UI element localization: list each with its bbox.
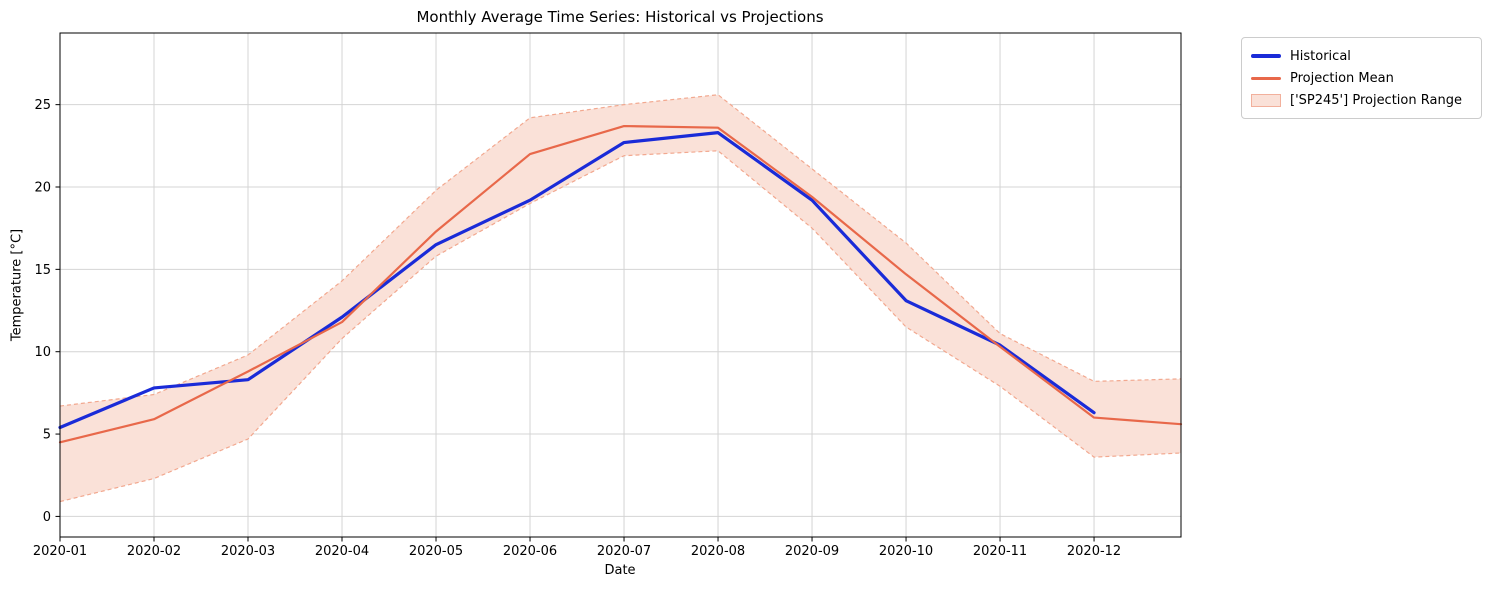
x-tick-label: 2020-07 (597, 544, 651, 559)
x-tick-label: 2020-04 (315, 544, 369, 559)
x-tick-label: 2020-03 (221, 544, 275, 559)
x-tick-label: 2020-05 (409, 544, 463, 559)
y-axis-label: Temperature [°C] (9, 228, 25, 342)
legend-label: Historical (1290, 48, 1351, 64)
grid-lines (59, 33, 1181, 537)
y-tick-label: 0 (43, 510, 51, 525)
x-tick-label: 2020-01 (33, 544, 87, 559)
y-tick-label: 5 (43, 428, 51, 443)
x-tick-label: 2020-02 (127, 544, 181, 559)
axes-spines (59, 32, 1182, 538)
x-tick-label: 2020-11 (973, 544, 1027, 559)
x-tick-label: 2020-10 (879, 544, 933, 559)
y-tick-label: 15 (34, 263, 51, 278)
chart-title: Monthly Average Time Series: Historical … (416, 8, 824, 26)
legend-item-historical: Historical (1251, 45, 1471, 67)
legend-label: Projection Mean (1290, 70, 1394, 86)
legend: Historical Projection Mean ['SP245'] Pro… (1241, 37, 1482, 119)
projection-range-patch-swatch (1251, 93, 1281, 107)
y-tick-label: 10 (34, 345, 51, 360)
axis-ticks (55, 104, 1095, 542)
historical-line (58, 131, 1096, 430)
tick-labels: 2020-01 2020-02 2020-03 2020-04 2020-05 2020-… (33, 98, 1121, 559)
legend-item-projection-mean: Projection Mean (1251, 67, 1471, 89)
projection-mean-line-swatch (1251, 76, 1281, 80)
x-tick-label: 2020-06 (503, 544, 557, 559)
x-axis-label: Date (604, 563, 636, 578)
y-tick-label: 25 (34, 98, 51, 113)
legend-item-projection-range: ['SP245'] Projection Range (1251, 89, 1471, 111)
band-lower-edge (59, 150, 1182, 503)
x-tick-label: 2020-09 (785, 544, 839, 559)
legend-label: ['SP245'] Projection Range (1290, 92, 1462, 108)
y-tick-label: 20 (34, 181, 51, 196)
x-tick-label: 2020-08 (691, 544, 745, 559)
projection-range-band (60, 94, 1181, 502)
historical-line-swatch (1251, 54, 1281, 58)
band-upper-edge (59, 94, 1182, 407)
x-tick-label: 2020-12 (1067, 544, 1121, 559)
projection-mean-line (58, 124, 1183, 444)
